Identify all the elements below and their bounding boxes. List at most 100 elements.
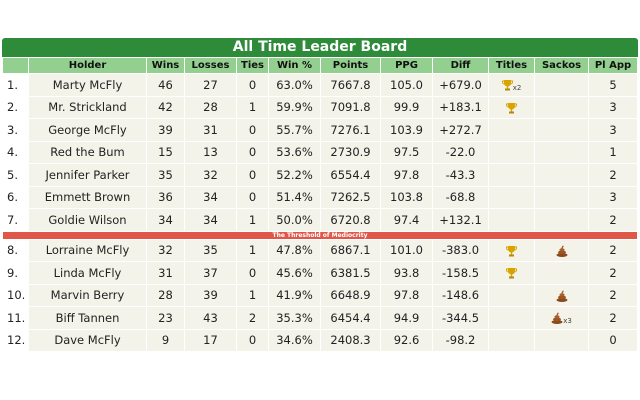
table-cell: 17 xyxy=(185,329,236,351)
table-cell: 63.0% xyxy=(269,74,320,96)
table-cell: Red the Bum xyxy=(29,141,146,163)
table-cell: Dave McFly xyxy=(29,329,146,351)
table-cell: 45.6% xyxy=(269,262,320,284)
column-header: Win % xyxy=(269,58,320,73)
table-cell: 46 xyxy=(147,74,184,96)
table-cell: 1 xyxy=(237,96,268,118)
table-cell: 99.9 xyxy=(381,96,432,118)
table-cell: 2 xyxy=(589,284,637,306)
table-cell: 59.9% xyxy=(269,96,320,118)
table-cell: 1 xyxy=(237,239,268,261)
table-cell: 0 xyxy=(237,186,268,208)
table-cell: 34 xyxy=(147,209,184,231)
rank-cell: 12. xyxy=(3,329,28,351)
rank-cell: 8. xyxy=(3,239,28,261)
table-cell: 101.0 xyxy=(381,239,432,261)
titles-cell xyxy=(489,186,534,208)
table-cell: 28 xyxy=(147,284,184,306)
table-cell: 0 xyxy=(237,74,268,96)
table-cell: 34.6% xyxy=(269,329,320,351)
sackos-cell xyxy=(535,141,588,163)
table-cell: 94.9 xyxy=(381,307,432,329)
table-cell: 103.8 xyxy=(381,186,432,208)
table-cell: 43 xyxy=(185,307,236,329)
rank-cell: 3. xyxy=(3,119,28,141)
table-cell: 39 xyxy=(185,284,236,306)
table-cell: 53.6% xyxy=(269,141,320,163)
table-cell: +272.7 xyxy=(433,119,488,141)
table-cell: 3 xyxy=(589,119,637,141)
table-cell: 97.8 xyxy=(381,164,432,186)
table-cell: Marty McFly xyxy=(29,74,146,96)
rank-cell: 5. xyxy=(3,164,28,186)
column-header: Titles xyxy=(489,58,534,73)
table-cell: 1 xyxy=(237,284,268,306)
table-cell: 6648.9 xyxy=(321,284,380,306)
count-label: x3 xyxy=(563,316,572,325)
table-cell: 52.2% xyxy=(269,164,320,186)
rank-cell: 6. xyxy=(3,186,28,208)
table-row: 4. Red the Bum 15 13 0 53.6% 2730.9 97.5 -22.0 1 xyxy=(3,141,637,163)
table-body: 1. Marty McFly 46 27 0 63.0% 7667.8 105.0 +679.0… xyxy=(3,74,637,351)
table-cell: Linda McFly xyxy=(29,262,146,284)
rank-cell: 11. xyxy=(3,307,28,329)
table-cell: 2 xyxy=(237,307,268,329)
table-cell: 2408.3 xyxy=(321,329,380,351)
table-cell: 55.7% xyxy=(269,119,320,141)
titles-cell xyxy=(489,262,534,284)
table-cell: 0 xyxy=(237,141,268,163)
table-cell: Marvin Berry xyxy=(29,284,146,306)
table-cell: 34 xyxy=(185,186,236,208)
table-cell: +679.0 xyxy=(433,74,488,96)
table-cell: Biff Tannen xyxy=(29,307,146,329)
trophy-icon xyxy=(501,78,513,92)
table-cell: Jennifer Parker xyxy=(29,164,146,186)
table-cell: 97.5 xyxy=(381,141,432,163)
table-cell: -98.2 xyxy=(433,329,488,351)
table-cell: 7262.5 xyxy=(321,186,380,208)
column-header: Losses xyxy=(185,58,236,73)
count-label: x2 xyxy=(512,83,522,92)
divider-row: The Threshold of Mediocrity xyxy=(3,231,637,239)
rank-cell: 9. xyxy=(3,262,28,284)
table-cell: 0 xyxy=(237,329,268,351)
table-cell: 2 xyxy=(589,262,637,284)
table-cell: -68.8 xyxy=(433,186,488,208)
table-cell: -148.6 xyxy=(433,284,488,306)
table-cell: 9 xyxy=(147,329,184,351)
table-cell: 35 xyxy=(147,164,184,186)
sacko-icon xyxy=(556,243,568,257)
titles-cell xyxy=(489,164,534,186)
column-header: Ties xyxy=(237,58,268,73)
table-cell: 31 xyxy=(185,119,236,141)
titles-cell xyxy=(489,119,534,141)
table-cell: 47.8% xyxy=(269,239,320,261)
table-cell: 5 xyxy=(589,74,637,96)
table-cell: 7276.1 xyxy=(321,119,380,141)
titles-cell xyxy=(489,284,534,306)
sackos-cell xyxy=(535,239,588,261)
table-cell: -158.5 xyxy=(433,262,488,284)
table-cell: 27 xyxy=(185,74,236,96)
rank-cell: 7. xyxy=(3,209,28,231)
rank-cell: 10. xyxy=(3,284,28,306)
column-header: Points xyxy=(321,58,380,73)
table-cell: 32 xyxy=(185,164,236,186)
rank-cell: 2. xyxy=(3,96,28,118)
titles-cell xyxy=(489,239,534,261)
table-cell: 2 xyxy=(589,164,637,186)
table-cell: 93.8 xyxy=(381,262,432,284)
table-row: 8. Lorraine McFly 32 35 1 47.8% 6867.1 101.0 -38… xyxy=(3,239,637,261)
table-row: 1. Marty McFly 46 27 0 63.0% 7667.8 105.0 +679.0… xyxy=(3,74,637,96)
table-cell: 32 xyxy=(147,239,184,261)
column-header: Wins xyxy=(147,58,184,73)
table-cell: 2 xyxy=(589,307,637,329)
table-cell: 3 xyxy=(589,96,637,118)
table-row: 12. Dave McFly 9 17 0 34.6% 2408.3 92.6 -98.2 0 xyxy=(3,329,637,351)
sackos-cell xyxy=(535,209,588,231)
divider-cell: The Threshold of Mediocrity xyxy=(3,231,637,239)
table-row: 6. Emmett Brown 36 34 0 51.4% 7262.5 103.8 -68.8… xyxy=(3,186,637,208)
sackos-cell xyxy=(535,186,588,208)
table-cell: 1 xyxy=(589,141,637,163)
